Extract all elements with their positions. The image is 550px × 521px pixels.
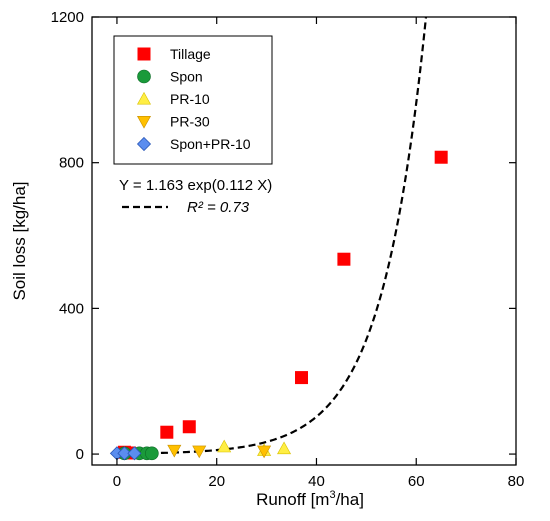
y-tick-label: 400 (59, 300, 84, 317)
data-point (145, 446, 159, 461)
legend-marker (136, 116, 152, 129)
legend-item: PR-30 (136, 114, 210, 130)
series-pr-10 (217, 439, 292, 456)
data-point (182, 420, 196, 434)
data-point (160, 425, 174, 439)
fit-r-squared: R² = 0.73 (187, 199, 250, 216)
x-tick-label: 40 (308, 473, 325, 490)
data-point (257, 445, 272, 459)
legend-label: Spon (170, 69, 203, 85)
x-axis-title: Runoff [m3/ha] (256, 489, 364, 509)
data-point (117, 446, 132, 461)
series-pr-30 (167, 444, 272, 459)
data-point (277, 441, 292, 455)
legend: Tillage Spon PR-10 PR-30 Spon+PR-10 (113, 35, 273, 165)
plot-area (91, 16, 517, 466)
x-axis-title-end: /ha] (336, 490, 364, 509)
legend-label: PR-30 (170, 114, 210, 130)
y-axis-title: Soil loss [kg/ha] (10, 181, 29, 300)
data-point (337, 252, 351, 266)
fit-equation-block: Y = 1.163 exp(0.112 X) R² = 0.73 (119, 177, 272, 216)
y-tick-label: 1200 (51, 9, 84, 26)
legend-item: Spon+PR-10 (136, 136, 251, 152)
legend-marker (137, 47, 151, 61)
data-point (217, 439, 232, 453)
legend-item: Tillage (137, 46, 211, 62)
legend-marker (136, 136, 152, 152)
data-point (192, 445, 207, 459)
fit-equation: Y = 1.163 exp(0.112 X) (119, 177, 272, 194)
x-axis-title-superscript: 3 (329, 489, 335, 501)
fit-curve (116, 17, 428, 455)
x-tick-label: 60 (408, 473, 425, 490)
data-point (295, 371, 309, 385)
legend-marker (137, 69, 151, 84)
legend-label: Tillage (170, 46, 211, 62)
legend-item: Spon (137, 69, 203, 85)
data-point (127, 446, 142, 461)
x-tick-label: 80 (508, 473, 525, 490)
data-point (434, 150, 448, 164)
legend-marker (136, 91, 152, 105)
x-tick-label: 0 (113, 473, 121, 490)
y-tick-label: 0 (76, 446, 84, 463)
legend-label: PR-10 (170, 91, 210, 107)
plot-frame (91, 16, 517, 466)
legend-item: PR-10 (136, 91, 210, 107)
legend-label: Spon+PR-10 (170, 136, 251, 152)
series-tillage (117, 150, 448, 460)
series-spon-pr-10 (109, 446, 142, 461)
x-tick-label: 20 (208, 473, 225, 490)
data-point (167, 444, 182, 458)
y-tick-label: 800 (59, 155, 84, 172)
